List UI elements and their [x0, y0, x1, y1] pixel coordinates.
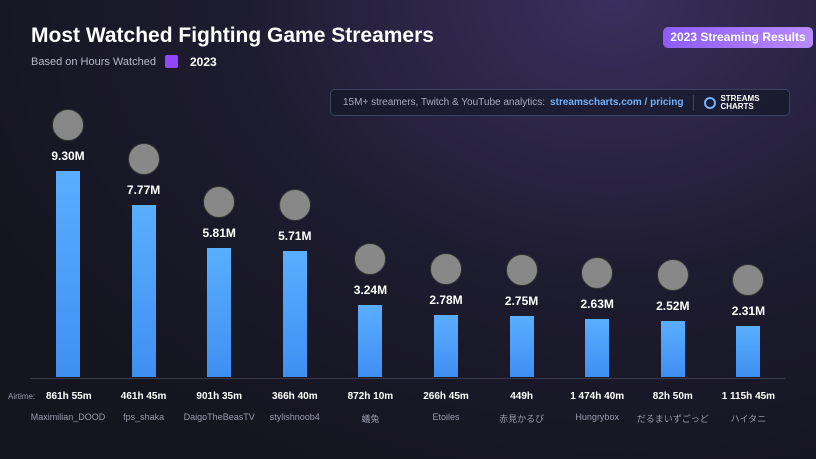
airtime-value: 1 115h 45m	[721, 391, 776, 402]
bar	[509, 316, 534, 377]
bar	[56, 171, 80, 377]
streamer-avatar	[127, 142, 160, 175]
airtime-value: 82h 50m	[652, 391, 693, 402]
bar	[131, 204, 156, 377]
streamer-name: 蟻兔	[361, 414, 380, 424]
value-label: 5.71M	[278, 228, 312, 243]
streamer-name: fps_shaka	[123, 412, 165, 422]
streamer-name: ハイタニ	[730, 414, 767, 424]
results-badge: 2023 Streaming Results	[663, 27, 813, 48]
logo-text: STREAMS CHARTS	[720, 93, 760, 111]
streamer-avatar	[52, 109, 84, 141]
airtime-value: 461h 45m	[120, 391, 167, 402]
value-label: 2.52M	[656, 299, 690, 314]
bar	[660, 321, 685, 377]
airtime-value: 872h 10m	[347, 391, 394, 402]
divider	[693, 94, 695, 111]
bar	[585, 318, 610, 377]
airtime-value: 366h 40m	[272, 391, 318, 402]
airtime-value: 266h 45m	[423, 391, 469, 402]
promo-banner[interactable]: 15M+ streamers, Twitch & YouTube analyti…	[330, 89, 790, 116]
streamer-name: stylishnoob4	[269, 412, 320, 422]
subtitle: Based on Hours Watched	[31, 56, 156, 68]
logo-icon	[704, 96, 717, 109]
streamer-name: Maximilian_DOOD	[30, 412, 106, 422]
year: 2023	[190, 55, 217, 69]
bar	[736, 325, 761, 377]
streamer-name: Etoiles	[432, 412, 460, 422]
streamer-avatar	[354, 243, 387, 276]
streamer-avatar	[505, 254, 538, 287]
value-label: 9.30M	[51, 149, 85, 163]
airtime-value: 1 474h 40m	[570, 391, 625, 402]
bar	[358, 305, 383, 377]
streamer-name: 赤見かるび	[499, 414, 545, 424]
value-label: 2.78M	[429, 293, 463, 308]
value-label: 3.24M	[353, 283, 388, 298]
value-label: 2.63M	[580, 296, 614, 311]
airtime-value: 449h	[510, 391, 533, 402]
airtime-value: 901h 35m	[196, 391, 242, 402]
airtime-label: Airtime:	[8, 392, 36, 401]
bar	[207, 248, 232, 377]
streamer-name: だるまいずごっど	[636, 414, 709, 424]
bar	[282, 250, 307, 377]
value-label: 7.77M	[126, 182, 161, 197]
streamer-avatar	[656, 259, 689, 292]
streams-charts-logo: STREAMS CHARTS	[704, 93, 762, 111]
promo-text: 15M+ streamers, Twitch & YouTube analyti…	[343, 97, 546, 108]
streamer-avatar	[732, 263, 765, 296]
value-label: 5.81M	[202, 226, 236, 241]
streamer-avatar	[278, 188, 311, 221]
value-label: 2.75M	[504, 294, 539, 309]
value-label: 2.31M	[731, 303, 766, 318]
streamer-name: DaigoTheBeasTV	[183, 412, 255, 422]
twitch-icon	[165, 55, 178, 68]
page-title: Most Watched Fighting Game Streamers	[31, 24, 434, 47]
bar	[434, 315, 458, 377]
streamer-name: Hungrybox	[575, 412, 619, 422]
x-axis	[30, 378, 785, 379]
streamer-avatar	[430, 253, 462, 286]
streamer-avatar	[581, 256, 614, 289]
pricing-link[interactable]: streamscharts.com / pricing	[550, 97, 684, 108]
airtime-value: 861h 55m	[46, 391, 92, 402]
streamer-avatar	[203, 186, 236, 219]
